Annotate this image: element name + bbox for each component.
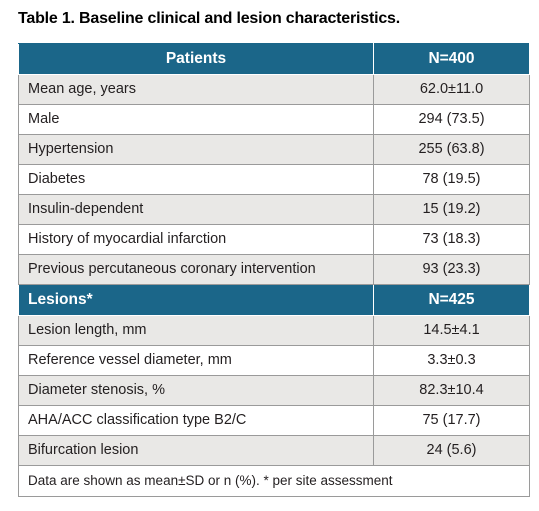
row-value: 255 (63.8) xyxy=(373,134,530,165)
table-row: Insulin-dependent 15 (19.2) xyxy=(18,194,530,225)
row-label: Diameter stenosis, % xyxy=(18,375,374,406)
table-row: Diabetes 78 (19.5) xyxy=(18,164,530,195)
table-title: Table 1. Baseline clinical and lesion ch… xyxy=(18,10,400,27)
table-row: Bifurcation lesion 24 (5.6) xyxy=(18,435,530,466)
table-row: AHA/ACC classification type B2/C 75 (17.… xyxy=(18,405,530,436)
table-row: Previous percutaneous coronary intervent… xyxy=(18,254,530,285)
patients-header-label: Patients xyxy=(18,43,374,75)
table-row: History of myocardial infarction 73 (18.… xyxy=(18,224,530,255)
patients-header-row: Patients N=400 xyxy=(18,43,530,75)
footnote-row: Data are shown as mean±SD or n (%). * pe… xyxy=(18,465,530,497)
table-row: Mean age, years 62.0±11.0 xyxy=(18,74,530,105)
row-label: Hypertension xyxy=(18,134,374,165)
row-value: 294 (73.5) xyxy=(373,104,530,135)
table-row: Diameter stenosis, % 82.3±10.4 xyxy=(18,375,530,406)
lesions-header-label: Lesions* xyxy=(18,284,374,316)
row-label: Previous percutaneous coronary intervent… xyxy=(18,254,374,285)
lesions-header-value: N=425 xyxy=(373,284,530,316)
row-value: 73 (18.3) xyxy=(373,224,530,255)
row-value: 62.0±11.0 xyxy=(373,74,530,105)
table-footnote: Data are shown as mean±SD or n (%). * pe… xyxy=(18,465,530,497)
lesions-header-row: Lesions* N=425 xyxy=(18,284,530,316)
patients-header-value: N=400 xyxy=(373,43,530,75)
row-label: Reference vessel diameter, mm xyxy=(18,345,374,376)
row-value: 15 (19.2) xyxy=(373,194,530,225)
row-value: 82.3±10.4 xyxy=(373,375,530,406)
row-value: 93 (23.3) xyxy=(373,254,530,285)
baseline-characteristics-table: Patients N=400 Mean age, years 62.0±11.0… xyxy=(18,43,530,497)
row-value: 75 (17.7) xyxy=(373,405,530,436)
row-label: Insulin-dependent xyxy=(18,194,374,225)
row-label: Mean age, years xyxy=(18,74,374,105)
table-row: Hypertension 255 (63.8) xyxy=(18,134,530,165)
row-label: Male xyxy=(18,104,374,135)
row-value: 78 (19.5) xyxy=(373,164,530,195)
row-label: Diabetes xyxy=(18,164,374,195)
row-label: AHA/ACC classification type B2/C xyxy=(18,405,374,436)
row-label: Lesion length, mm xyxy=(18,315,374,346)
table-row: Reference vessel diameter, mm 3.3±0.3 xyxy=(18,345,530,376)
row-label: Bifurcation lesion xyxy=(18,435,374,466)
row-value: 3.3±0.3 xyxy=(373,345,530,376)
table-row: Male 294 (73.5) xyxy=(18,104,530,135)
row-value: 14.5±4.1 xyxy=(373,315,530,346)
table-row: Lesion length, mm 14.5±4.1 xyxy=(18,315,530,346)
row-value: 24 (5.6) xyxy=(373,435,530,466)
row-label: History of myocardial infarction xyxy=(18,224,374,255)
